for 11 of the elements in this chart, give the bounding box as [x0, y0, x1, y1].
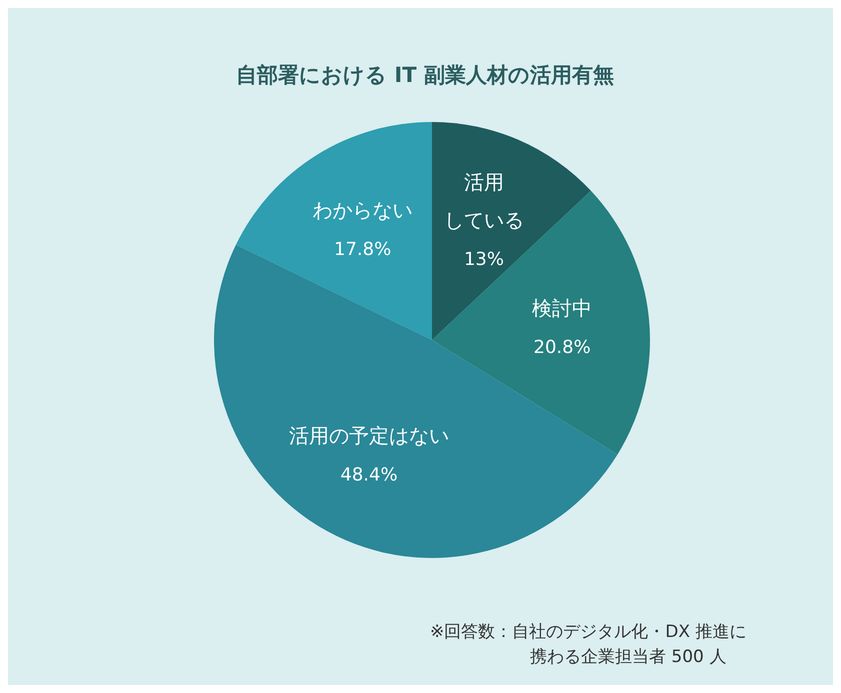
- text: 携わる企業担当者 500 人: [530, 647, 726, 667]
- slice-label: わからない: [312, 198, 413, 222]
- data-label: 20.8%: [534, 336, 591, 358]
- data-label: 48.4%: [340, 464, 398, 486]
- slice-label: 検討中: [532, 296, 592, 320]
- data-label: 13%: [464, 248, 504, 270]
- data-label: 17.8%: [334, 239, 392, 260]
- chart-title: 自部署における IT 副業人材の活用有無: [236, 63, 614, 87]
- text: ※回答数：自社のデジタル化・DX 推進に: [430, 622, 746, 642]
- slice-label: 活用している: [444, 170, 524, 232]
- slice-label: 活用の予定はない: [288, 424, 449, 448]
